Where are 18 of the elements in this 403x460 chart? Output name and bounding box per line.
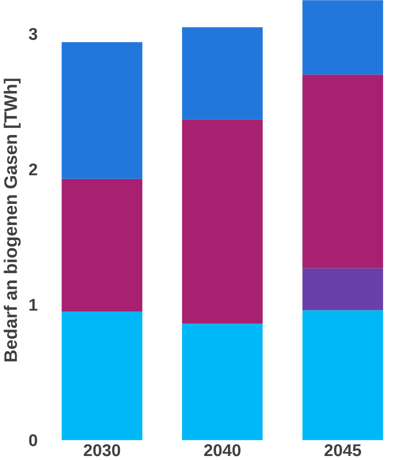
bar (302, 310, 384, 440)
x-tick-label: 2030 (84, 444, 120, 456)
x-tick-label: 2040 (204, 444, 240, 456)
y-tick-label: 1 (29, 298, 38, 311)
bar (62, 178, 142, 312)
bar (182, 119, 263, 324)
y-tick-label: 0 (29, 434, 38, 446)
bar (302, 0, 384, 75)
y-axis-title: Bedarf an biogenen Gasen [TWh] (4, 78, 21, 362)
y-tick-label: 3 (28, 28, 38, 40)
y-tick-label: 2 (28, 163, 38, 176)
bar (182, 324, 263, 440)
bar (62, 42, 142, 179)
bar (302, 268, 384, 310)
bar (182, 27, 263, 120)
x-tick-label: 2045 (324, 444, 362, 456)
bar (302, 74, 384, 268)
bar (62, 312, 142, 440)
